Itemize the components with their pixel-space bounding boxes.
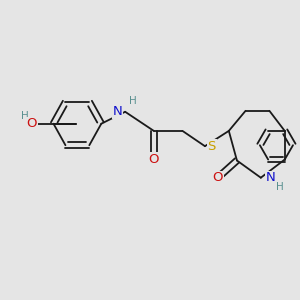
Text: H: H xyxy=(129,96,137,106)
Text: S: S xyxy=(208,140,216,153)
Text: N: N xyxy=(113,105,122,118)
Text: O: O xyxy=(26,117,37,130)
Text: N: N xyxy=(266,171,276,184)
Text: O: O xyxy=(213,171,223,184)
Text: H: H xyxy=(21,111,29,121)
Text: H: H xyxy=(275,182,283,192)
Text: O: O xyxy=(148,153,159,166)
